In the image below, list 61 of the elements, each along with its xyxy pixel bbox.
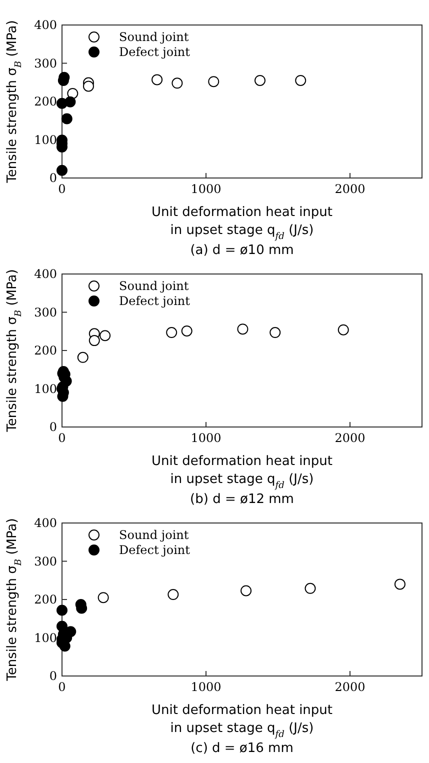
y-tick-label: 400: [34, 18, 57, 32]
x-tick-label: 1000: [190, 182, 222, 196]
point: [394, 578, 406, 590]
point: [65, 626, 76, 638]
x-tick-label: 0: [58, 431, 66, 445]
y-tick-label: 0: [49, 669, 57, 683]
x-tick-label: 2000: [334, 680, 366, 694]
x-axis-title: Unit deformation heat input in upset stage q$_{fd}$ (J/s): [151, 454, 333, 491]
point: [304, 582, 316, 594]
y-tick-label: 200: [34, 344, 57, 358]
x-tick-label: 1000: [190, 680, 222, 694]
y-tick-label: 100: [34, 132, 57, 147]
point: [168, 589, 179, 600]
point: [270, 327, 281, 338]
text: (c) d = ø16 mm: [190, 741, 294, 756]
y-tick-label: 300: [34, 56, 57, 70]
point: [88, 335, 100, 346]
point: [77, 352, 88, 363]
y-tick-label: 100: [34, 382, 57, 396]
text: (b) d = ø12 mm: [190, 492, 294, 507]
point: [56, 164, 68, 176]
point: [56, 604, 68, 616]
point: [61, 113, 72, 124]
point: [240, 585, 252, 596]
point: [208, 76, 220, 88]
text: (a) d = ø10 mm: [190, 243, 294, 258]
point: [100, 330, 111, 342]
point: [64, 96, 76, 108]
y-tick-label: 100: [34, 630, 57, 645]
x-tick-label: 2000: [334, 431, 366, 445]
point: [338, 324, 349, 336]
x-axis-title: Unit deformation heat input in upset stage q$_{fd}$ (J/s): [151, 703, 333, 740]
legend-label: Defect joint: [119, 45, 190, 59]
point: [82, 80, 94, 92]
x-axis-title: Unit deformation heat input in upset stage q$_{fd}$ (J/s): [151, 205, 333, 242]
y-tick-label: 0: [49, 420, 57, 434]
y-tick-label: 300: [34, 554, 57, 568]
y-tick-label: 200: [34, 592, 57, 606]
y-tick-label: 0: [49, 171, 57, 185]
legend-label: Defect joint: [119, 543, 190, 557]
x-tick-label: 1000: [190, 431, 222, 445]
y-tick-label: 400: [34, 267, 57, 281]
point: [237, 324, 248, 335]
point: [67, 88, 78, 99]
y-tick-label: 200: [34, 94, 57, 108]
point: [152, 74, 163, 86]
legend-label: Defect joint: [119, 294, 190, 308]
legend-label: Sound joint: [119, 279, 189, 293]
point: [172, 78, 183, 89]
point: [254, 74, 266, 86]
y-tick-label: 400: [34, 516, 57, 530]
point: [166, 327, 178, 338]
legend-label: Sound joint: [119, 30, 189, 44]
point: [295, 74, 306, 86]
point: [98, 592, 109, 604]
x-tick-label: 0: [58, 182, 66, 196]
point: [181, 326, 192, 336]
legend-label: Sound joint: [119, 528, 189, 542]
x-tick-label: 2000: [334, 182, 366, 196]
x-tick-label: 0: [58, 680, 66, 694]
y-tick-label: 300: [34, 305, 57, 320]
